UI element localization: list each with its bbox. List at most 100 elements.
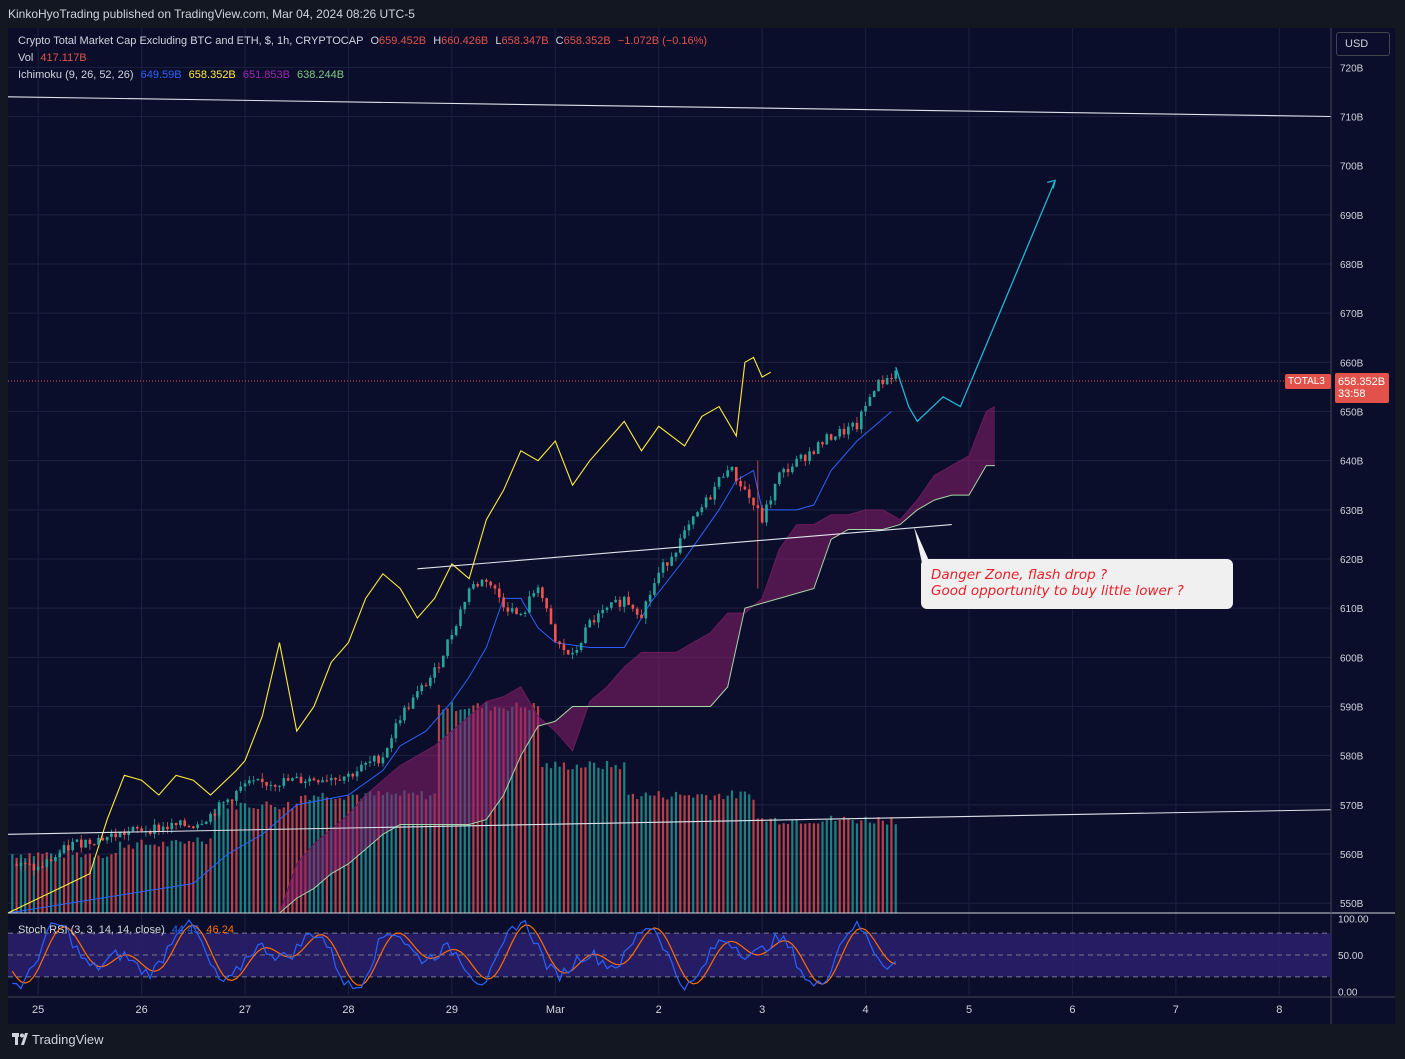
volume-bar <box>32 856 35 913</box>
stoch-rsi-pane: 100.00 50.00 0.00 <box>8 915 1369 998</box>
stoch-tick-label: 0.00 <box>1338 987 1358 998</box>
volume-bar <box>162 841 165 913</box>
candle-body <box>166 826 169 830</box>
candle-body <box>252 780 255 782</box>
candle-body <box>510 608 514 612</box>
volume-bar <box>114 852 117 913</box>
time-tick-label: 29 <box>446 1004 458 1016</box>
volume-bar <box>709 799 712 913</box>
volume-bar <box>144 844 148 913</box>
price-tick-label: 690B <box>1340 211 1364 222</box>
candle-body <box>678 538 682 553</box>
volume-bar <box>601 769 604 913</box>
volume-bar <box>756 818 759 913</box>
volume-bar <box>588 761 591 913</box>
candle-body <box>497 588 501 598</box>
candle-body <box>437 667 441 669</box>
candle-body <box>41 866 44 868</box>
volume-bar <box>575 764 578 913</box>
volume-bar <box>166 846 169 913</box>
volume-bar <box>847 818 850 913</box>
candle-body <box>571 652 574 655</box>
time-tick-label: 8 <box>1276 1004 1282 1016</box>
volume-bar <box>580 767 583 913</box>
candle-body <box>282 778 286 786</box>
candle-body <box>411 697 415 709</box>
candle-body <box>795 458 798 467</box>
volume-bar <box>769 818 772 913</box>
candle-body <box>476 584 480 587</box>
candle-body <box>872 391 876 398</box>
volume-bar <box>54 857 57 913</box>
candle-body <box>765 504 768 523</box>
candle-body <box>407 707 411 709</box>
candle-body <box>536 587 540 594</box>
candle-body <box>592 620 596 623</box>
volume-bar <box>28 853 31 913</box>
candle-body <box>265 782 268 786</box>
candle-body <box>92 843 96 845</box>
volume-bar <box>84 854 87 913</box>
candle-body <box>635 608 639 615</box>
time-tick-label: 4 <box>863 1004 869 1016</box>
candle-body <box>416 691 419 698</box>
candle-body <box>118 831 122 838</box>
chikou-line <box>7 356 772 914</box>
volume-bar <box>399 795 402 913</box>
stoch-d-line <box>11 924 896 986</box>
volume-bar <box>571 769 574 913</box>
volume-bar <box>433 793 436 913</box>
stoch-legend: Stoch RSI (3, 3, 14, 14, close) 44.45 46… <box>18 924 238 936</box>
candle-body <box>226 799 230 803</box>
candle-body <box>700 507 704 513</box>
candle-body <box>420 685 424 692</box>
volume-bar <box>299 795 303 913</box>
candle-body <box>597 613 600 623</box>
volume-bar <box>700 794 703 913</box>
currency-button[interactable]: USD <box>1336 32 1390 56</box>
volume-bar <box>773 817 777 913</box>
volume-bar <box>127 844 130 913</box>
volume-bar <box>493 706 497 913</box>
volume-bar <box>377 791 380 913</box>
volume-bar <box>640 796 643 913</box>
volume-bar <box>200 841 204 913</box>
candle-body <box>355 771 359 777</box>
volume-bar <box>106 856 109 913</box>
candle-body <box>532 593 536 597</box>
volume-bar <box>592 762 596 913</box>
candle-body <box>778 472 781 484</box>
volume-bar <box>830 815 833 913</box>
volume-bar <box>541 767 544 913</box>
candle-body <box>877 379 880 392</box>
candle-body <box>661 562 665 573</box>
annotation-callout[interactable]: Danger Zone, flash drop ? Good opportuni… <box>921 559 1233 609</box>
volume-bar <box>62 857 66 913</box>
volume-bar <box>373 795 376 913</box>
volume-bar <box>153 844 156 913</box>
candle-body <box>450 634 454 640</box>
volume-bar <box>717 793 721 913</box>
volume-bar <box>187 840 191 913</box>
close-value: 658.352B <box>563 35 611 47</box>
stoch-d-value: 46.24 <box>206 924 234 936</box>
candle-body <box>644 601 648 619</box>
low-value: 658.347B <box>501 35 549 47</box>
candle-body <box>821 442 824 445</box>
trendline <box>7 96 1332 118</box>
candle-body <box>812 451 816 454</box>
time-tick-label: 6 <box>1069 1004 1075 1016</box>
volume-value: 417.117B <box>40 52 87 64</box>
volume-bar <box>860 820 863 913</box>
change-value: −1.072B (−0.16%) <box>617 35 708 47</box>
volume-bar <box>873 823 876 913</box>
tradingview-logo-icon <box>12 1033 28 1045</box>
volume-bar <box>536 706 540 913</box>
tradingview-brand[interactable]: TradingView <box>12 1032 104 1047</box>
volume-bar <box>519 707 522 913</box>
time-axis-labels: 25 26 27 28 29 Mar 2 3 4 5 6 7 8 <box>32 1004 1282 1016</box>
candle-body <box>515 608 518 615</box>
candle-body <box>204 821 208 824</box>
candle-body <box>653 583 656 595</box>
